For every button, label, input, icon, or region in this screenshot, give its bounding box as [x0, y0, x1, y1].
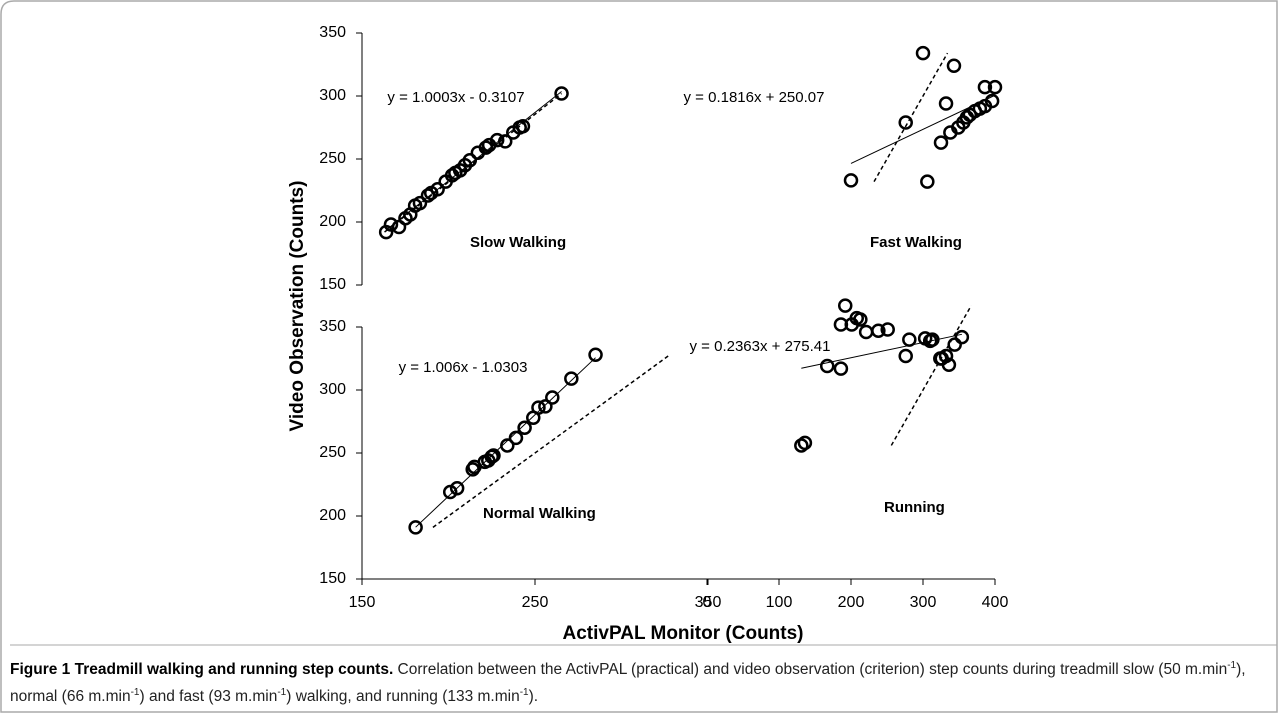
- data-point: [925, 332, 940, 347]
- data-point: [819, 358, 835, 374]
- panel-label: Slow Walking: [470, 234, 566, 251]
- data-point: [554, 86, 569, 101]
- data-point: [508, 430, 524, 446]
- y-tick-label: 150: [319, 570, 346, 587]
- data-point: [837, 298, 853, 313]
- caption: Figure 1 Treadmill walking and running s…: [10, 654, 1268, 708]
- data-point: [947, 337, 962, 352]
- data-point: [933, 135, 949, 150]
- identity-line: [432, 354, 671, 528]
- data-point: [449, 481, 465, 496]
- data-point: [871, 323, 886, 339]
- equation: y = 1.0003x - 0.3107: [387, 89, 524, 106]
- data-point: [915, 45, 931, 61]
- data-point: [538, 399, 553, 414]
- data-point: [853, 312, 868, 327]
- caption-text: ).: [528, 688, 539, 706]
- caption-superscript: -1: [277, 687, 287, 699]
- equation: y = 0.2363x + 275.41: [690, 338, 831, 355]
- y-tick-label: 350: [319, 318, 346, 335]
- data-point: [442, 484, 458, 500]
- caption-superscript: -1: [519, 687, 529, 699]
- trend-line: [415, 357, 596, 528]
- data-point: [515, 118, 531, 134]
- data-point: [486, 448, 501, 463]
- caption-superscript: -1: [130, 687, 140, 699]
- y-tick-label: 150: [319, 276, 346, 293]
- y-tick-label: 350: [319, 24, 346, 41]
- data-point: [880, 322, 895, 337]
- data-point: [938, 348, 954, 364]
- data-point: [954, 329, 970, 345]
- data-point: [517, 420, 532, 436]
- data-point: [941, 357, 957, 373]
- data-point: [833, 361, 849, 376]
- x-tick-label: 250: [522, 594, 549, 611]
- data-point: [984, 93, 1000, 109]
- x-tick-label: 100: [766, 594, 793, 611]
- y-tick-label: 300: [319, 87, 346, 104]
- data-point: [938, 96, 954, 111]
- y-axis-title: Video Observation (Counts): [287, 181, 308, 432]
- x-tick-label: 350: [695, 594, 722, 611]
- data-point: [946, 58, 962, 74]
- panel-label: Normal Walking: [483, 505, 596, 522]
- data-point: [797, 435, 813, 451]
- data-point: [564, 371, 579, 386]
- data-point: [478, 140, 494, 155]
- caption-text: ) walking, and running (133 m.min: [286, 688, 520, 706]
- y-tick-label: 200: [319, 507, 346, 524]
- caption-text: ) and fast (93 m.min: [139, 688, 278, 706]
- y-tick-label: 250: [319, 444, 346, 461]
- equation: y = 1.006x - 1.0303: [399, 359, 528, 376]
- x-tick-label: 400: [982, 594, 1009, 611]
- data-point: [588, 347, 603, 362]
- y-tick-label: 250: [319, 150, 346, 167]
- data-point: [987, 79, 1003, 95]
- panel-label: Fast Walking: [870, 234, 962, 251]
- data-point: [500, 438, 515, 453]
- data-point: [412, 195, 428, 211]
- data-point: [858, 324, 874, 340]
- x-tick-label: 150: [349, 594, 376, 611]
- data-point: [497, 134, 513, 149]
- data-point: [408, 520, 423, 535]
- data-point: [420, 188, 436, 203]
- data-point: [531, 400, 546, 415]
- caption-label: Figure 1 Treadmill walking and running s…: [10, 661, 394, 679]
- data-point: [898, 115, 913, 130]
- data-point: [920, 174, 935, 189]
- x-tick-label: 0: [703, 594, 712, 611]
- equation: y = 0.1816x + 250.07: [684, 89, 825, 106]
- caption-superscript: -1: [1227, 660, 1237, 671]
- data-point: [462, 153, 478, 168]
- data-point: [898, 348, 913, 364]
- x-tick-label: 200: [838, 594, 865, 611]
- caption-text: ), normal (66 m.min: [10, 661, 1246, 706]
- y-tick-label: 200: [319, 213, 346, 230]
- data-point: [545, 390, 560, 405]
- y-tick-label: 300: [319, 381, 346, 398]
- identity-line: [890, 305, 972, 446]
- data-point: [843, 173, 859, 188]
- data-point: [977, 79, 993, 95]
- caption-text: Correlation between the ActivPAL (practi…: [393, 661, 1228, 679]
- data-point: [489, 132, 505, 148]
- panel-label: Running: [884, 499, 945, 516]
- data-point: [430, 181, 445, 197]
- data-point: [902, 332, 917, 347]
- x-tick-label: 300: [910, 594, 937, 611]
- data-point: [383, 217, 399, 232]
- x-axis-title: ActivPAL Monitor (Counts): [563, 623, 804, 644]
- identity-line: [873, 52, 949, 183]
